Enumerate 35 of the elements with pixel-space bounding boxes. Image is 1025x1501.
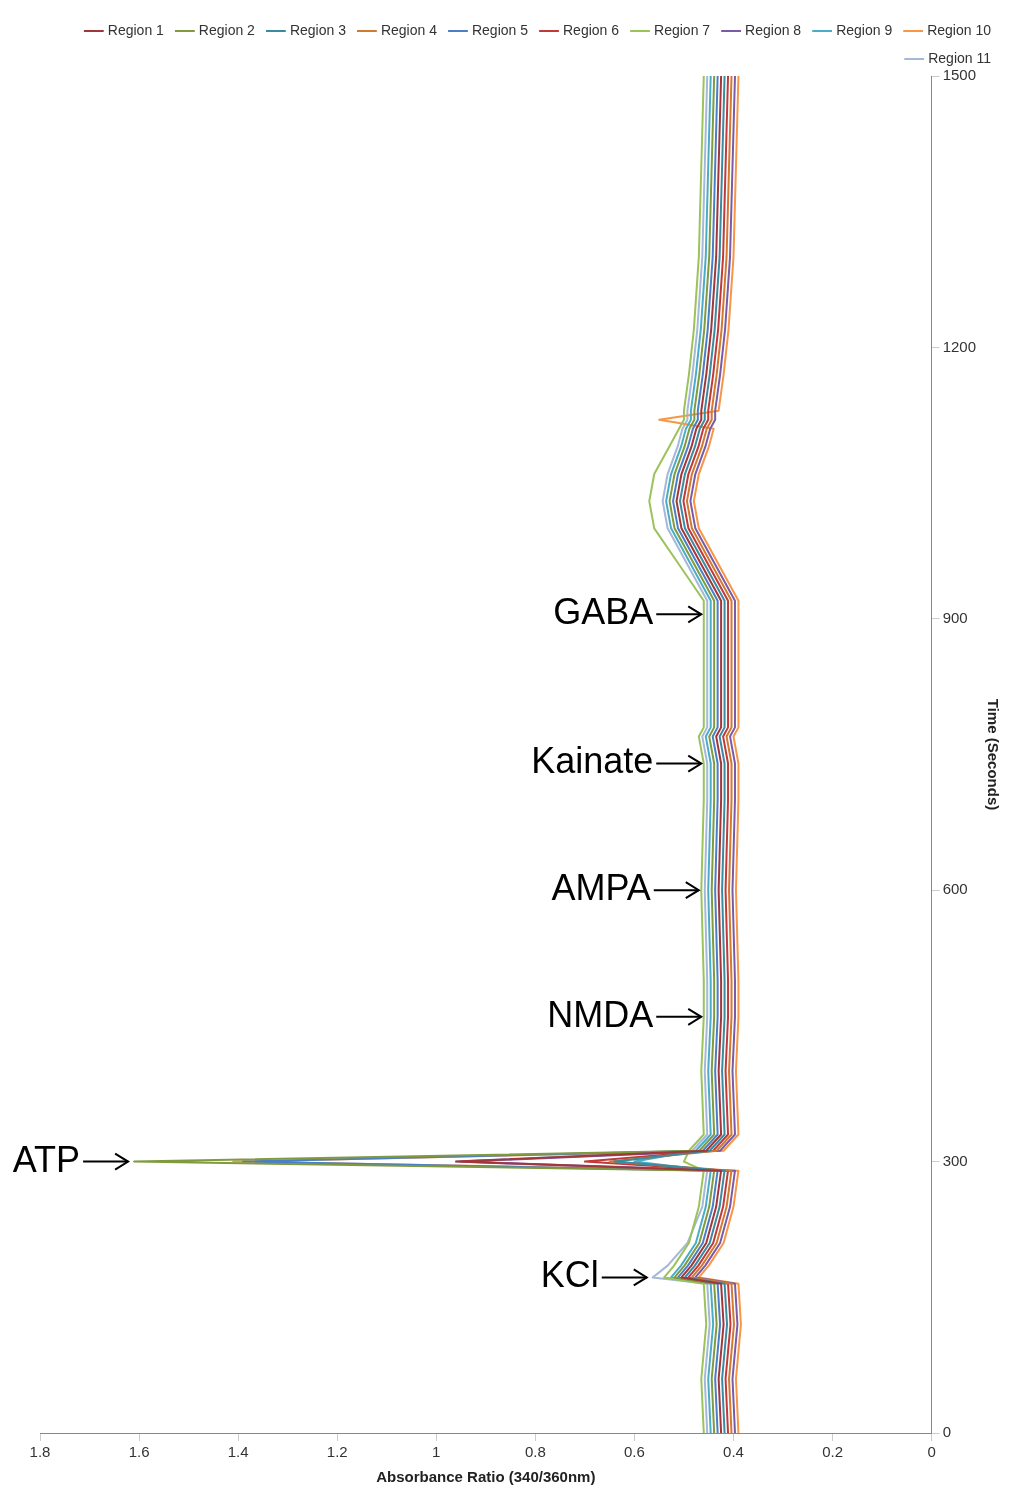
x-tick-label: 1.4	[227, 1443, 249, 1461]
annotation: NMDA	[547, 993, 654, 1035]
annotation: Kainate	[531, 740, 654, 782]
x-tick-label: 0.6	[623, 1443, 645, 1461]
legend-label: Region 4	[380, 21, 438, 38]
x-tick-label: 1.8	[29, 1443, 51, 1461]
y-tick-label: 900	[942, 608, 968, 626]
x-tick-label: 0.2	[822, 1443, 843, 1461]
legend-label: Region 8	[745, 21, 802, 38]
x-tick-label: 1.2	[326, 1443, 348, 1461]
legend-label: Region 9	[836, 21, 893, 38]
x-tick-label: 0	[927, 1443, 936, 1461]
x-axis-title: Absorbance Ratio (340/360nm)	[376, 1468, 596, 1486]
legend-label: Region 7	[654, 21, 711, 38]
annotation: AMPA	[551, 867, 651, 909]
legend-label: Region 2	[198, 21, 256, 38]
legend-label: Region 3	[289, 21, 347, 38]
x-tick-label: 0.8	[524, 1443, 546, 1461]
legend-label: Region 11	[928, 49, 992, 66]
annotation: ATP	[12, 1138, 81, 1180]
x-tick-label: 1.6	[128, 1443, 150, 1461]
y-tick-label: 600	[942, 880, 968, 898]
annotation: KCl	[540, 1254, 599, 1296]
y-tick-label: 0	[942, 1423, 951, 1441]
y-tick-label: 1500	[942, 66, 977, 84]
legend-label: Region 5	[471, 21, 529, 38]
legend-label: Region 6	[563, 21, 620, 38]
y-tick-label: 1200	[942, 337, 977, 355]
annotation: GABA	[553, 591, 654, 633]
x-tick-label: 1	[432, 1443, 441, 1461]
legend-label: Region 1	[107, 21, 165, 38]
legend-label: Region 10	[927, 21, 992, 38]
y-axis-title: Time (Seconds)	[984, 698, 1002, 811]
y-tick-label: 300	[942, 1151, 968, 1169]
x-tick-label: 0.4	[723, 1443, 744, 1461]
